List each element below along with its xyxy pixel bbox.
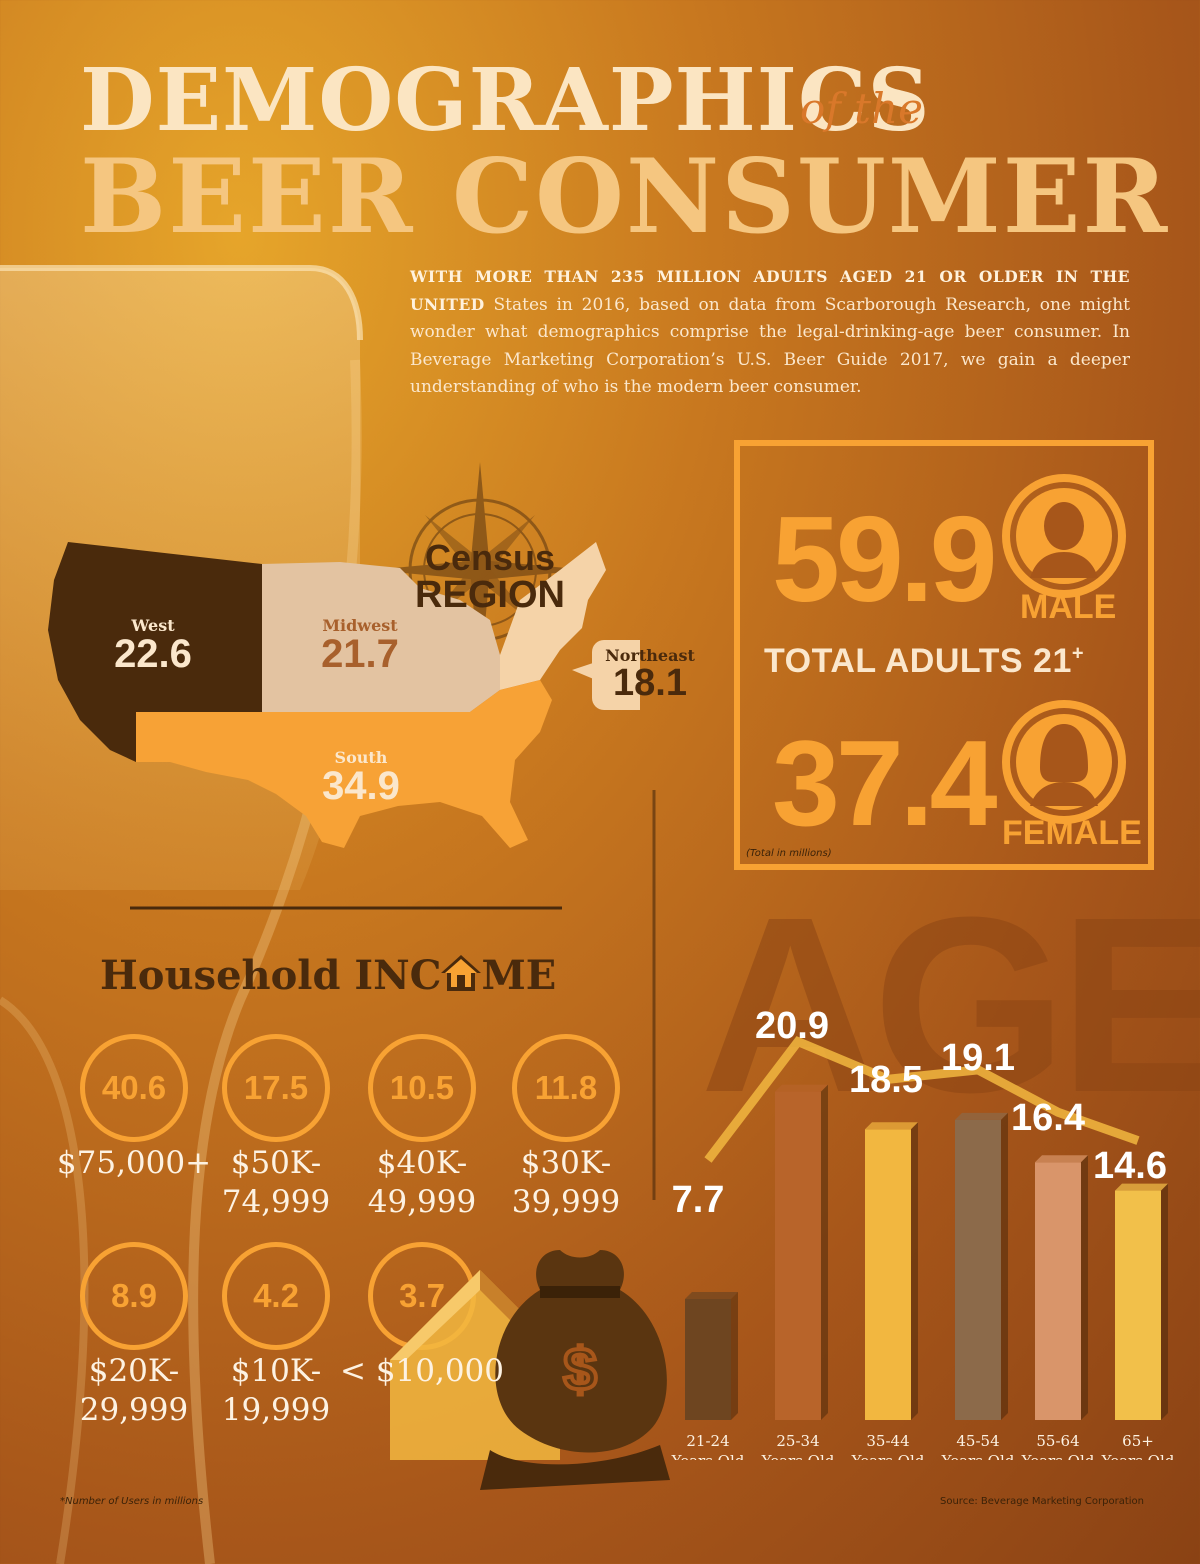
total-note: (Total in millions) bbox=[746, 848, 832, 859]
age-value-label: 16.4 bbox=[1011, 1097, 1085, 1139]
title-line-1: DEMOGRAPHICS bbox=[80, 50, 931, 151]
income-title-a: Household INC bbox=[100, 952, 442, 999]
west-name: West bbox=[131, 616, 175, 635]
male-value: 59.9 bbox=[772, 491, 997, 627]
intro-paragraph: WITH MORE THAN 235 MILLION ADULTS AGED 2… bbox=[410, 264, 1130, 402]
income-value-circle: 17.5 bbox=[222, 1034, 330, 1142]
south-label: South 34.9 bbox=[306, 748, 416, 808]
age-value-label: 7.7 bbox=[672, 1179, 725, 1221]
income-label-line-1: $40K- bbox=[376, 1145, 468, 1181]
income-label-line-2: 29,999 bbox=[79, 1391, 189, 1428]
age-category-sub-label: Years Old bbox=[851, 1452, 925, 1460]
age-category-label: 45-54 bbox=[956, 1432, 999, 1450]
age-value-label: 14.6 bbox=[1093, 1145, 1167, 1187]
house-and-money-bag-icon: $ bbox=[390, 1250, 670, 1490]
midwest-label: Midwest 21.7 bbox=[308, 616, 412, 676]
income-label-line-2: 49,999 bbox=[367, 1183, 477, 1220]
income-label: $75,000+ bbox=[49, 1144, 219, 1183]
house-icon bbox=[441, 953, 482, 991]
age-category-label: 55-64 bbox=[1036, 1432, 1079, 1450]
midwest-region bbox=[262, 562, 500, 712]
footnote: *Number of Users in millions bbox=[60, 1496, 204, 1507]
income-value-circle: 4.2 bbox=[222, 1242, 330, 1350]
age-bar-chart: 7.7 20.9 18.5 19.1 16.414.6 21-24 Years Old 25-… bbox=[671, 1005, 1175, 1460]
west-region bbox=[48, 542, 262, 762]
compass-icon bbox=[372, 462, 588, 678]
south-name: South bbox=[334, 748, 388, 767]
income-label-line-2: 74,999 bbox=[221, 1183, 331, 1220]
income-label-line-1: $30K- bbox=[520, 1145, 612, 1181]
midwest-name: Midwest bbox=[322, 616, 398, 635]
age-category-label: 65+ bbox=[1122, 1432, 1154, 1450]
income-title: Household INC ME bbox=[100, 953, 556, 996]
northeast-callout bbox=[592, 640, 640, 710]
income-label: $20K- 29,999 bbox=[49, 1352, 219, 1430]
income-label-line-1: $20K- bbox=[88, 1353, 180, 1389]
age-category-label: 21-24 bbox=[686, 1432, 729, 1450]
census-region-map bbox=[48, 462, 640, 848]
income-label: < $10,000 bbox=[337, 1352, 507, 1391]
income-label: $50K- 74,999 bbox=[191, 1144, 361, 1222]
income-label-line-2: 19,999 bbox=[221, 1391, 331, 1428]
age-category-label: 25-34 bbox=[776, 1432, 819, 1450]
income-label-line-1: $10K- bbox=[230, 1353, 322, 1389]
title-line-2: BEER CONSUMER bbox=[80, 137, 1170, 257]
age-category-sub-label: Years Old bbox=[671, 1452, 745, 1460]
south-value: 34.9 bbox=[322, 764, 400, 808]
male-label: MALE bbox=[1020, 588, 1117, 626]
income-label-line-1: < $10,000 bbox=[339, 1353, 505, 1389]
income-label-line-1: $75,000+ bbox=[56, 1145, 212, 1181]
male-avatar-icon bbox=[1002, 474, 1126, 598]
income-value-circle: 10.5 bbox=[368, 1034, 476, 1142]
svg-text:$: $ bbox=[563, 1336, 596, 1403]
age-category-sub-label: Years Old bbox=[761, 1452, 835, 1460]
age-value-label: 19.1 bbox=[941, 1037, 1015, 1079]
income-label: $40K- 49,999 bbox=[337, 1144, 507, 1222]
age-category-label: 35-44 bbox=[866, 1432, 909, 1450]
age-value-label: 20.9 bbox=[755, 1005, 829, 1047]
census-title-line-1: Census bbox=[424, 537, 556, 578]
income-value-circle: 40.6 bbox=[80, 1034, 188, 1142]
intro-body: States in 2016, based on data from Scarb… bbox=[410, 294, 1130, 398]
age-bar bbox=[865, 1122, 918, 1420]
age-category-sub-label: Years Old bbox=[1101, 1452, 1175, 1460]
west-label: West 22.6 bbox=[100, 616, 206, 676]
income-label: $10K- 19,999 bbox=[191, 1352, 361, 1430]
age-bar bbox=[1035, 1155, 1088, 1420]
total-adults-text: TOTAL ADULTS 21 bbox=[764, 642, 1072, 680]
income-value-circle: 8.9 bbox=[80, 1242, 188, 1350]
south-region bbox=[136, 680, 552, 848]
age-category-sub-label: Years Old bbox=[1021, 1452, 1095, 1460]
northeast-label: Northeast 18.1 bbox=[596, 646, 704, 704]
female-label: FEMALE bbox=[1002, 814, 1142, 852]
female-avatar-icon bbox=[1002, 700, 1126, 824]
age-bar bbox=[775, 1084, 828, 1420]
northeast-region bbox=[500, 542, 606, 690]
west-value: 22.6 bbox=[114, 632, 192, 676]
income-value-circle: 11.8 bbox=[512, 1034, 620, 1142]
age-value-label: 18.5 bbox=[849, 1059, 923, 1101]
northeast-name: Northeast bbox=[605, 646, 695, 665]
female-value: 37.4 bbox=[772, 715, 997, 851]
income-label-line-1: $50K- bbox=[230, 1145, 322, 1181]
intro-lead: WITH MORE THAN 235 MILLION ADULTS AGED 2… bbox=[410, 267, 1130, 314]
age-category-sub-label: Years Old bbox=[941, 1452, 1015, 1460]
total-adults-box bbox=[734, 440, 1154, 870]
northeast-value: 18.1 bbox=[613, 662, 687, 704]
source-credit: Source: Beverage Marketing Corporation bbox=[940, 1496, 1144, 1507]
midwest-value: 21.7 bbox=[321, 632, 399, 676]
census-region-title: Census REGION bbox=[410, 537, 570, 616]
age-bar bbox=[1115, 1183, 1168, 1420]
census-title-line-2: REGION bbox=[415, 574, 565, 616]
income-label: $30K- 39,999 bbox=[481, 1144, 651, 1222]
age-trend-line bbox=[704, 1036, 1140, 1163]
income-title-b: ME bbox=[481, 952, 557, 999]
income-label-line-2: 39,999 bbox=[511, 1183, 621, 1220]
total-adults-sup: + bbox=[1071, 642, 1085, 665]
title-of-the: of the bbox=[800, 84, 923, 133]
total-adults-label: TOTAL ADULTS 21+ bbox=[764, 642, 1084, 681]
age-bar bbox=[955, 1112, 1008, 1420]
age-bar bbox=[685, 1292, 738, 1420]
